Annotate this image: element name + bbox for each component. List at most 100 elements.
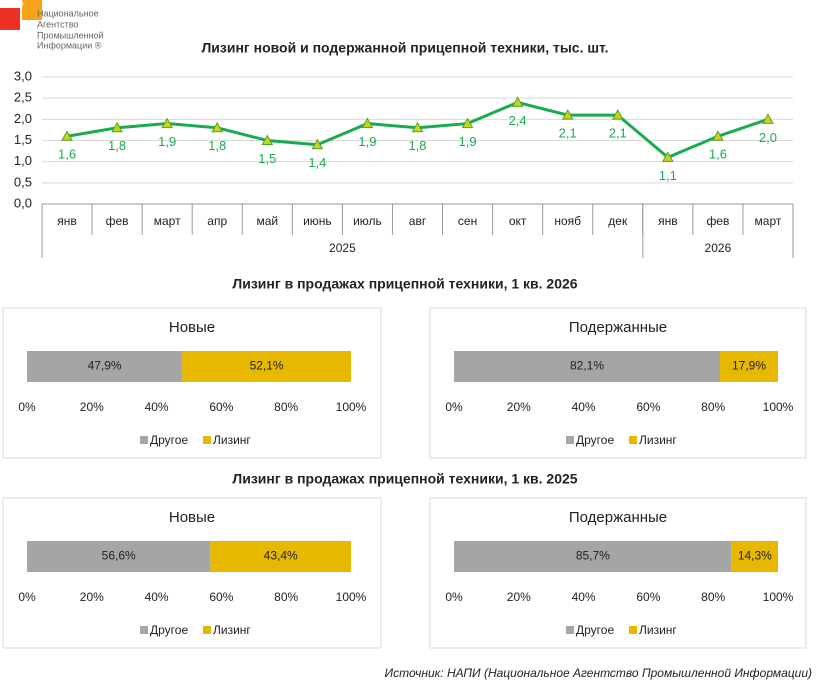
bar <box>731 541 778 572</box>
group-label: 2026 <box>705 241 732 255</box>
x-tick-label: 40% <box>145 400 169 414</box>
logo-line: Агентство <box>37 19 78 29</box>
chart-title: Подержанные <box>569 509 667 526</box>
data-label: 1,6 <box>709 147 727 162</box>
data-label: 56,6% <box>102 549 136 563</box>
legend-swatch <box>203 436 211 444</box>
data-label: 52,1% <box>250 359 284 373</box>
data-label: 2,1 <box>559 126 577 141</box>
x-tick-label: авг <box>409 214 427 228</box>
data-label: 85,7% <box>576 549 610 563</box>
chart-title: Новые <box>169 509 215 526</box>
data-label: 43,4% <box>264 549 298 563</box>
x-tick-label: апр <box>207 214 227 228</box>
x-tick-label: янв <box>658 214 678 228</box>
data-label: 2,1 <box>609 126 627 141</box>
legend-label: Лизинг <box>639 433 677 447</box>
section-title: Лизинг в продажах прицепной техники, 1 к… <box>232 471 577 487</box>
marker <box>211 121 224 133</box>
data-label: 14,3% <box>738 549 772 563</box>
data-label: 17,9% <box>732 359 766 373</box>
x-tick-label: 0% <box>18 590 36 604</box>
source: Источник: НАПИ (Национальное Агентство П… <box>385 666 812 680</box>
x-tick-label: 80% <box>701 400 725 414</box>
bar <box>27 351 183 382</box>
logo-line: Национальное <box>37 8 99 18</box>
marker <box>511 96 524 107</box>
x-tick-label: 60% <box>209 590 233 604</box>
y-tick-label: 3,0 <box>14 68 32 83</box>
x-tick-label: июль <box>353 214 382 228</box>
marker <box>161 117 174 129</box>
data-label: 1,1 <box>659 168 677 183</box>
y-tick-label: 0,5 <box>14 174 32 189</box>
x-tick-label: 100% <box>763 400 794 414</box>
chart-title: Новые <box>169 319 215 336</box>
legend-label: Другое <box>150 623 188 637</box>
x-tick-label: дек <box>608 214 628 228</box>
marker <box>111 121 123 133</box>
legend-label: Лизинг <box>213 623 251 637</box>
y-tick-label: 2,5 <box>14 90 32 105</box>
bar <box>454 351 721 382</box>
legend-swatch <box>203 626 211 634</box>
data-label: 82,1% <box>570 359 604 373</box>
data-label: 1,8 <box>208 138 226 153</box>
logo-abbr: НАПИ <box>4 2 24 9</box>
x-tick-label: нояб <box>554 214 581 228</box>
legend-swatch <box>629 626 637 634</box>
x-tick-label: май <box>256 214 278 228</box>
legend-label: Другое <box>576 623 614 637</box>
bar <box>27 541 211 572</box>
x-tick-label: 80% <box>274 590 298 604</box>
x-tick-label: 40% <box>145 590 169 604</box>
legend-swatch <box>140 436 148 444</box>
legend-label: Другое <box>576 433 614 447</box>
marker <box>661 151 674 162</box>
marker <box>461 117 474 129</box>
marker <box>762 113 774 124</box>
x-tick-label: 100% <box>763 590 794 604</box>
logo-orange <box>22 0 42 20</box>
data-label: 1,8 <box>408 138 426 153</box>
x-tick-label: 20% <box>80 400 104 414</box>
x-tick-label: 20% <box>507 400 531 414</box>
chart-title: Лизинг новой и подержанной прицепной тех… <box>201 40 608 56</box>
x-tick-label: 60% <box>636 590 660 604</box>
bar <box>210 541 351 572</box>
chart-title: Подержанные <box>569 319 667 336</box>
x-tick-label: 20% <box>507 590 531 604</box>
legend-label: Другое <box>150 433 188 447</box>
panel <box>2 497 382 649</box>
panel <box>2 307 382 459</box>
x-tick-label: июнь <box>303 214 332 228</box>
data-label: 2,4 <box>509 113 527 128</box>
x-tick-label: 40% <box>572 400 596 414</box>
marker <box>712 130 724 141</box>
x-tick-label: 0% <box>445 400 463 414</box>
y-tick-label: 1,0 <box>14 153 32 168</box>
legend-label: Лизинг <box>639 623 677 637</box>
marker <box>611 109 624 120</box>
marker <box>311 138 324 150</box>
y-tick-label: 2,0 <box>14 111 32 126</box>
bar <box>454 541 732 572</box>
legend-label: Лизинг <box>213 433 251 447</box>
panel <box>429 497 807 649</box>
marker <box>561 109 574 120</box>
legend-swatch <box>566 626 574 634</box>
x-tick-label: 0% <box>445 590 463 604</box>
x-tick-label: март <box>154 214 181 228</box>
legend-swatch <box>629 436 637 444</box>
data-label: 1,9 <box>158 134 176 149</box>
panel <box>429 307 807 459</box>
x-tick-label: 40% <box>572 590 596 604</box>
marker <box>361 117 374 129</box>
marker <box>261 134 274 145</box>
data-label: 47,9% <box>88 359 122 373</box>
data-label: 1,8 <box>108 138 126 153</box>
x-tick-label: 0% <box>18 400 36 414</box>
logo-line: Промышленной <box>37 30 104 40</box>
data-label: 1,9 <box>459 134 477 149</box>
